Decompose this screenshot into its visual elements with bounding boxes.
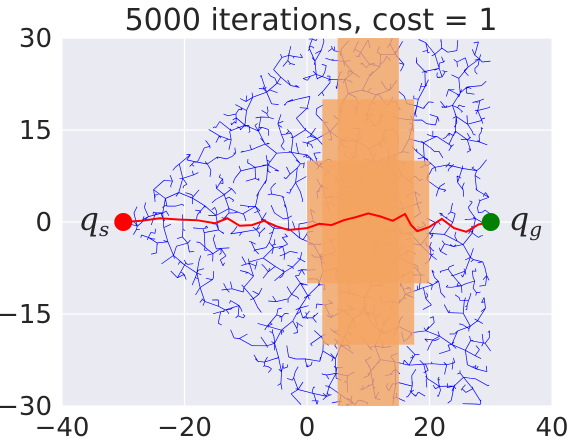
- start-point: [114, 213, 133, 231]
- path-line: [123, 212, 491, 233]
- y-tick-label-1: −15: [0, 300, 52, 330]
- x-tick-label-4: 40: [535, 413, 568, 440]
- chart-title: 5000 iterations, cost = 1: [125, 3, 498, 38]
- x-tick-label-0: −40: [35, 413, 90, 440]
- y-tick-label-2: 0: [35, 208, 52, 238]
- solution-path: [123, 212, 491, 233]
- goal-label: qg: [509, 200, 542, 241]
- y-axis-ticks: −30 −15 0 15 30: [0, 24, 52, 422]
- y-tick-label-4: 30: [19, 24, 52, 54]
- obstacle-rect-2: [307, 160, 430, 284]
- y-tick-label-0: −30: [0, 392, 52, 422]
- goal-point: [481, 213, 500, 231]
- x-tick-label-2: 0: [299, 413, 316, 440]
- start-label: qs: [79, 200, 110, 241]
- x-tick-label-3: 20: [413, 413, 446, 440]
- y-tick-label-3: 15: [19, 116, 52, 146]
- x-axis-ticks: −40 −20 0 20 40: [35, 413, 569, 440]
- x-tick-label-1: −20: [157, 413, 212, 440]
